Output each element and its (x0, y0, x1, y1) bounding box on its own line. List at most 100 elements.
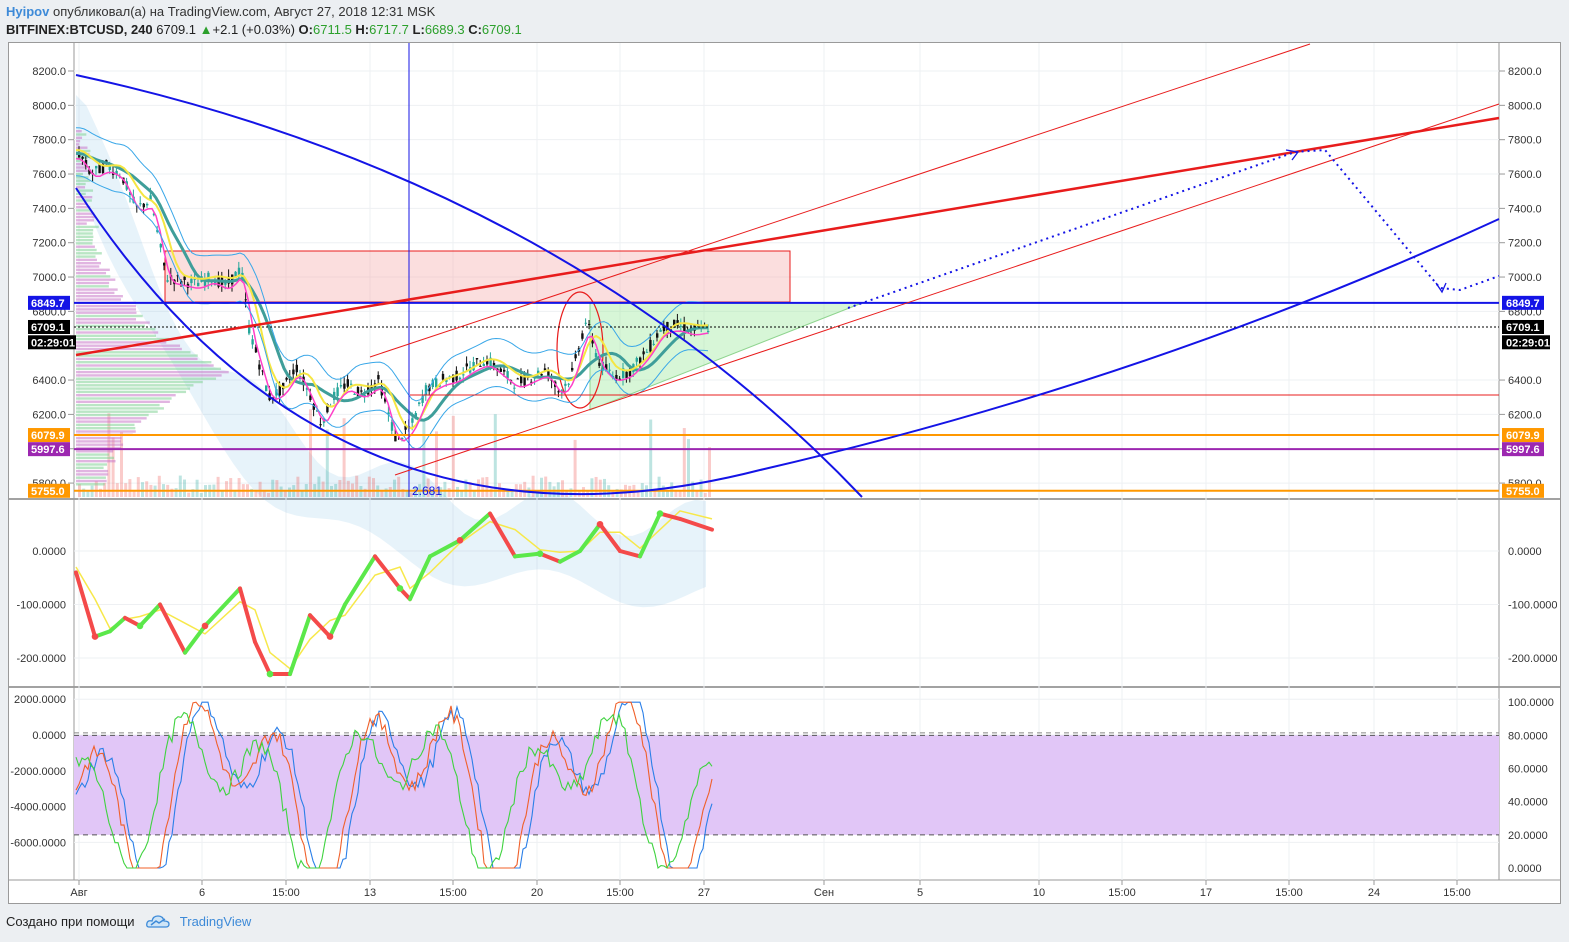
volume-bar (594, 476, 598, 497)
osc1-cross-dot (656, 510, 664, 517)
volume-bar (682, 428, 686, 497)
candle-body (543, 368, 547, 371)
profile-bar (76, 262, 101, 265)
candle-body (435, 378, 438, 388)
osc1-segment (618, 549, 642, 559)
candle-body (465, 363, 468, 367)
profile-bar (76, 252, 102, 255)
candle-body (628, 369, 632, 377)
osc1-cross-dot (266, 670, 274, 678)
price-axis-left-label: 6200.0 (32, 409, 66, 421)
candle-body (506, 371, 509, 379)
candle-body (445, 379, 448, 382)
price-tag-left (28, 295, 70, 310)
volume-bar (187, 492, 191, 497)
volume-bar (254, 490, 258, 497)
price-tag-left-text: 6849.7 (31, 298, 65, 310)
candle-body (163, 262, 166, 266)
profile-bar (76, 133, 87, 136)
volume-bar (426, 478, 430, 497)
osc2-axis-right-label: 40.0000 (1508, 797, 1548, 809)
profile-bar (76, 328, 156, 331)
osc1-segment (238, 586, 257, 644)
candle-body (642, 351, 645, 355)
profile-bar (76, 232, 93, 235)
band-upper (75, 127, 709, 402)
candle-body (326, 404, 329, 413)
time-axis-label: 27 (698, 887, 710, 899)
candle-body (411, 418, 414, 423)
profile-bar (76, 285, 109, 288)
price-tag-right (1502, 319, 1544, 334)
profile-bar (76, 476, 106, 479)
candle-body (421, 396, 424, 403)
price-axis-left-label: 7400.0 (32, 203, 66, 215)
volume-bar (636, 492, 640, 497)
candle-body (581, 333, 584, 339)
candle-body (652, 343, 655, 345)
candle-body (129, 191, 132, 195)
candle-body (285, 377, 288, 380)
osc1-segment (253, 639, 272, 677)
candle-body (639, 357, 642, 364)
candle-body (707, 331, 710, 333)
price-tag-left (28, 483, 70, 498)
last-price: 6709.1 (156, 22, 197, 37)
profile-bar (76, 420, 142, 423)
volume-bar (414, 486, 417, 497)
chart-canvas[interactable]: 2.681 8200.0 8200.0 8000.0 8000.0 7800.0 7800… (0, 0, 1569, 910)
price-tag-left (28, 428, 70, 443)
profile-bar (76, 295, 123, 298)
osc1-segment (408, 554, 432, 602)
price-axis-left-label: 7000.0 (32, 272, 66, 284)
candle-body (95, 165, 98, 169)
published-text: опубликовал(а) на TradingView.com, Авгус… (52, 4, 436, 19)
price-tag-right (1502, 483, 1544, 498)
symbol-name[interactable]: BITFINEX:BTCUSD, 240 (6, 22, 153, 37)
candle-body (190, 278, 193, 284)
volume-bar (250, 488, 254, 497)
volume-bar (523, 481, 527, 497)
volume-bar (132, 491, 136, 497)
profile-bar (76, 166, 87, 169)
candle-body (203, 278, 207, 286)
osc1-segment (308, 613, 332, 639)
osc1-segment (678, 516, 714, 532)
volume-bar (199, 492, 203, 497)
arc-curve-ascending (75, 187, 1500, 496)
volume-bar (296, 476, 300, 497)
profile-bar (76, 143, 80, 146)
volume-bar (569, 488, 573, 497)
volume-bar (493, 414, 497, 497)
osc2-axis-left-label: 0.0000 (32, 730, 66, 742)
osc1-segment (108, 615, 127, 634)
profile-bar (76, 202, 88, 205)
osc1-axis-left-label: 0.0000 (32, 546, 66, 558)
volume-bar (422, 421, 426, 497)
profile-bar (76, 265, 100, 268)
volume-bar (283, 491, 287, 497)
price-tag-left-text: 6709.1 (31, 322, 65, 334)
volume-bar (157, 475, 161, 497)
volume-bar (183, 479, 186, 497)
price-tag-left-text: 5997.6 (31, 444, 65, 456)
author-link[interactable]: Hyipov (6, 4, 50, 19)
low-label: L: (412, 22, 425, 37)
osc1-cross-dot (326, 633, 334, 640)
profile-bar (76, 308, 136, 311)
profile-bar (76, 179, 91, 182)
profile-bar (76, 139, 81, 143)
oscillator-2 (74, 701, 1499, 870)
osc1-segment (558, 549, 582, 564)
profile-bar (76, 288, 118, 291)
osc1-segment (183, 623, 207, 655)
time-axis-label: 20 (531, 887, 543, 899)
profile-bar (76, 469, 109, 473)
osc2-axis-left-label: -2000.0000 (10, 766, 66, 778)
time-axis-label: 24 (1368, 887, 1380, 899)
osc1-cross-dot (536, 550, 544, 557)
price-tag-right-text: 02:29:01 (1506, 337, 1550, 349)
candle-body (503, 369, 506, 372)
volume-bar (267, 492, 270, 497)
tradingview-link[interactable]: TradingView (179, 914, 252, 929)
